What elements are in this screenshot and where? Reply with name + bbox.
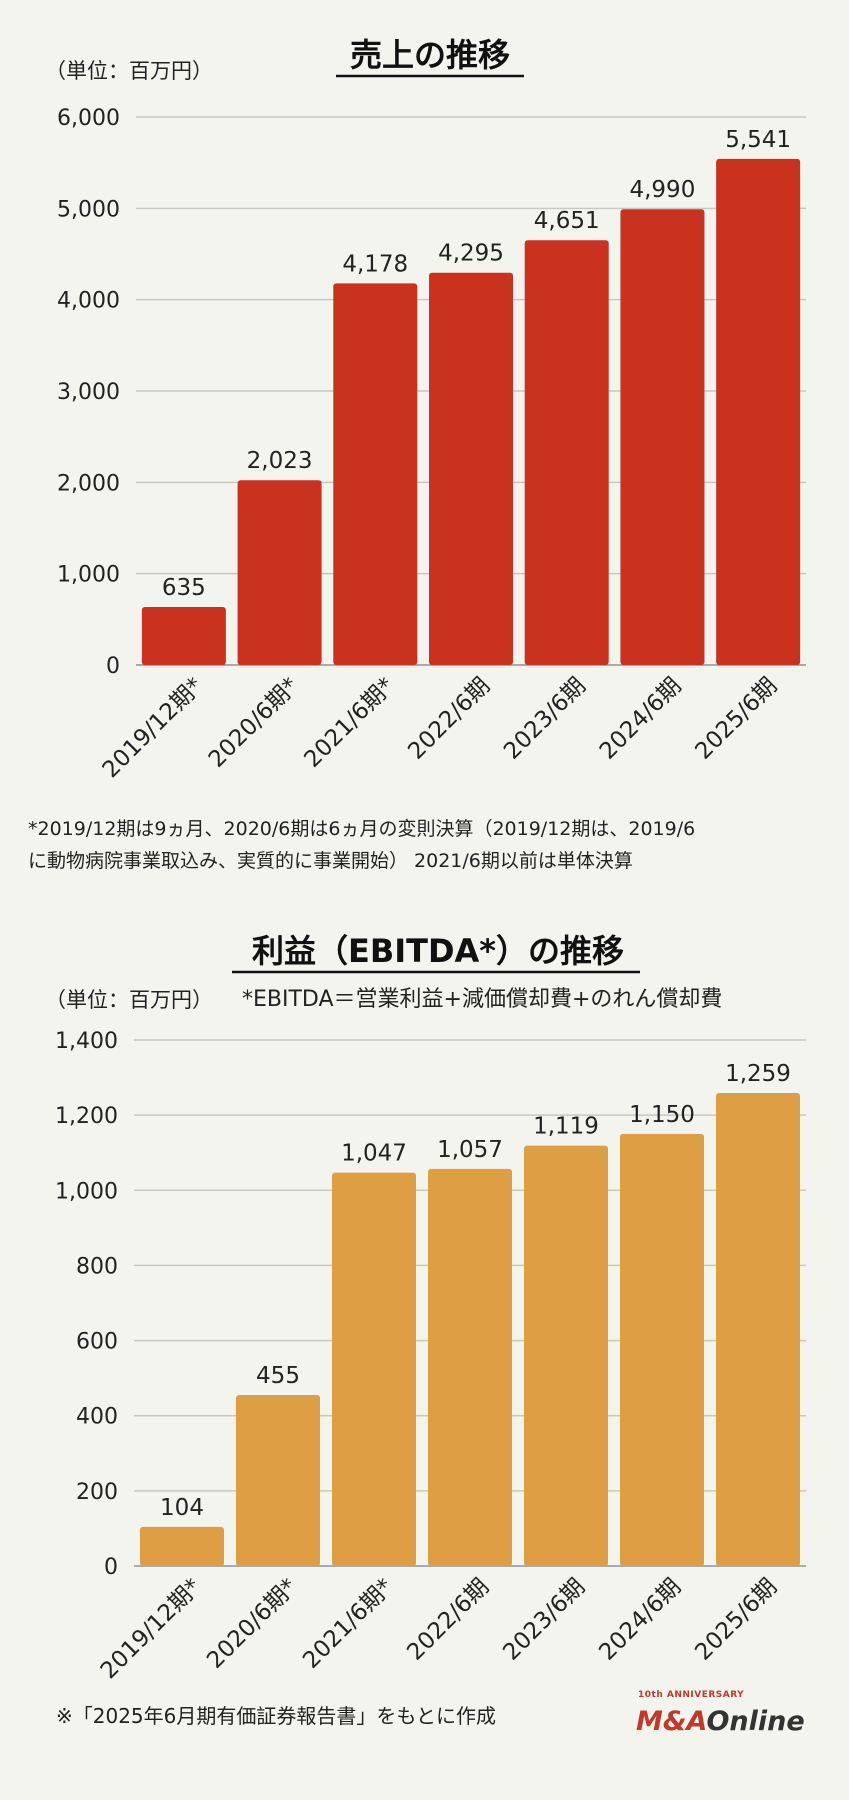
sales-footnote-line-1: *2019/12期は9ヵ月、2020/6期は6ヵ月の変則決算（2019/12期は…	[28, 818, 695, 840]
data-label: 1,047	[341, 1141, 407, 1167]
x-tick-label: 2021/6期*	[298, 1574, 398, 1674]
y-tick-label: 2,000	[57, 471, 120, 496]
data-label: 1,150	[629, 1102, 695, 1128]
bar	[524, 240, 609, 665]
data-label: 1,119	[533, 1114, 599, 1140]
x-tick-label: 2024/6期	[594, 1574, 686, 1666]
x-tick-label: 2020/6期*	[204, 673, 304, 773]
ebitda-x-axis: 2019/12期*2020/6期*2021/6期* 2022/6期 2023/6期 2…	[96, 1574, 782, 1684]
mna-online-logo: 10th ANNIVERSARY M&AOnline	[636, 1690, 805, 1737]
logo-wordmark: M&AOnline	[636, 1706, 805, 1737]
sales-unit-label: （単位：百万円）	[45, 59, 213, 83]
bar	[429, 272, 513, 665]
y-tick-label: 1,200	[55, 1104, 118, 1129]
ebitda-definition-note: *EBITDA＝営業利益+減価償却費+のれん償却費	[242, 987, 722, 1012]
data-label: 4,651	[534, 208, 600, 234]
sales-value-labels: 635 2,023 4,178 4,295 4,651 4,990 5,541	[162, 127, 791, 601]
y-tick-label: 600	[76, 1330, 118, 1355]
bar	[333, 283, 418, 665]
data-label: 635	[162, 575, 206, 601]
y-tick-label: 400	[76, 1405, 118, 1430]
y-tick-label: 800	[76, 1254, 118, 1279]
y-tick-label: 0	[104, 1555, 118, 1580]
ebitda-chart-title: 利益（EBITDA*）の推移	[252, 932, 624, 970]
bar	[620, 209, 705, 665]
bar	[236, 1395, 320, 1566]
data-label: 1,057	[437, 1137, 503, 1163]
bar	[524, 1145, 608, 1566]
x-tick-label: 2020/6期*	[202, 1574, 302, 1674]
x-tick-label: 2024/6期	[595, 673, 687, 765]
sales-footnote-line-2: に動物病院事業取込み、実質的に事業開始） 2021/6期以前は単体決算	[28, 850, 633, 872]
x-tick-label: 2019/12期*	[96, 1574, 206, 1684]
bar	[140, 1526, 224, 1566]
x-tick-label: 2023/6期	[498, 1574, 590, 1666]
bar	[716, 1092, 800, 1566]
sales-bars	[141, 158, 801, 665]
data-label: 4,295	[438, 241, 504, 267]
x-tick-label: 2022/6期	[403, 673, 495, 765]
ebitda-y-axis: 0 200 400 600 800 1,000 1,200 1,400	[55, 1029, 118, 1580]
y-tick-label: 200	[76, 1480, 118, 1505]
data-label: 5,541	[725, 127, 791, 153]
bar	[237, 480, 322, 665]
y-tick-label: 0	[106, 654, 120, 679]
y-tick-label: 3,000	[57, 380, 120, 405]
y-tick-label: 1,000	[55, 1179, 118, 1204]
x-tick-label: 2021/6期*	[300, 673, 400, 773]
data-label: 104	[160, 1495, 204, 1521]
logo-tagline: 10th ANNIVERSARY	[638, 1690, 744, 1700]
y-tick-label: 1,000	[57, 563, 120, 588]
data-label: 1,259	[725, 1061, 791, 1087]
source-note: ※「2025年6月期有価証券報告書」をもとに作成	[56, 1704, 496, 1728]
ebitda-chart: 利益（EBITDA*）の推移 （単位：百万円） *EBITDA＝営業利益+減価償…	[45, 932, 806, 1684]
y-tick-label: 6,000	[57, 106, 120, 131]
sales-y-axis: 0 1,000 2,000 3,000 4,000 5,000 6,000	[57, 106, 120, 679]
data-label: 4,178	[342, 251, 408, 277]
ebitda-unit-label: （単位：百万円）	[45, 988, 213, 1012]
bar	[428, 1168, 512, 1566]
logo-brand-red: M&A	[636, 1706, 706, 1737]
x-tick-label: 2022/6期	[402, 1574, 494, 1666]
data-label: 2,023	[247, 448, 313, 474]
ebitda-bars	[140, 1092, 800, 1566]
x-tick-label: 2025/6期	[690, 1574, 782, 1666]
bar	[716, 158, 801, 665]
x-tick-label: 2025/6期	[691, 673, 783, 765]
bar	[141, 607, 226, 665]
bar	[620, 1133, 704, 1566]
data-label: 455	[256, 1363, 300, 1389]
ebitda-value-labels: 104 455 1,047 1,057 1,119 1,150 1,259	[160, 1061, 791, 1521]
y-tick-label: 4,000	[57, 289, 120, 314]
x-tick-label: 2019/12期*	[98, 673, 208, 783]
x-tick-label: 2023/6期	[499, 673, 591, 765]
sales-chart-title: 売上の推移	[350, 36, 510, 74]
sales-x-axis: 2019/12期*2020/6期*2021/6期* 2022/6期 2023/6期 2…	[98, 673, 783, 783]
bar	[332, 1172, 416, 1566]
sales-chart: 売上の推移 （単位：百万円） 0 1,000 2,000 3,000 4,000 5,00…	[28, 36, 806, 872]
y-tick-label: 1,400	[55, 1029, 118, 1054]
data-label: 4,990	[629, 177, 695, 203]
logo-brand-dark: Online	[706, 1706, 804, 1737]
y-tick-label: 5,000	[57, 197, 120, 222]
